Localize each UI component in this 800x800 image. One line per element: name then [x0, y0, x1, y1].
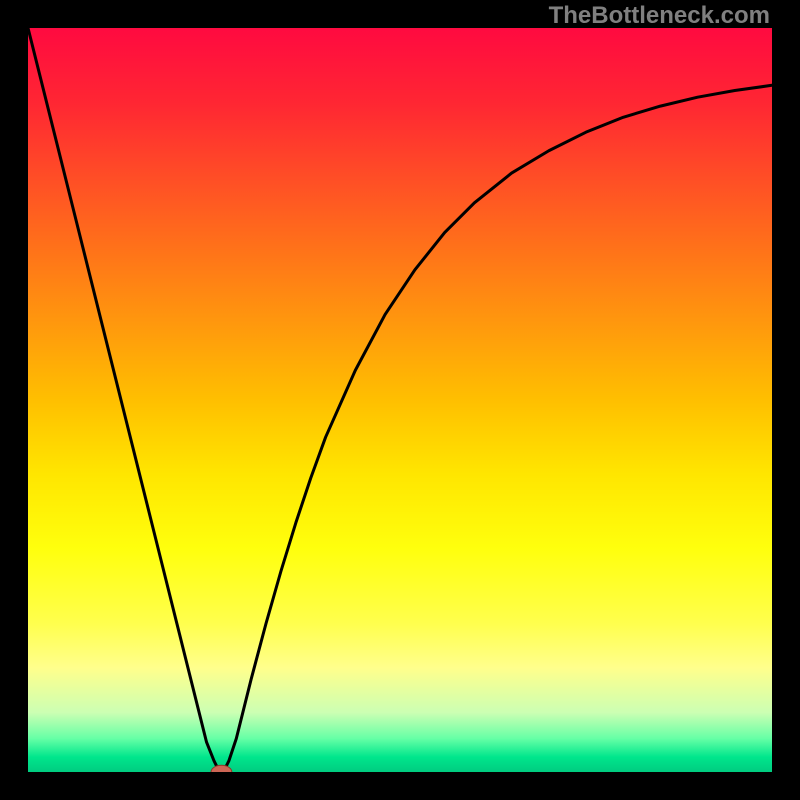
plot-area	[28, 28, 772, 772]
watermark-text: TheBottleneck.com	[549, 2, 770, 30]
chart-svg	[28, 28, 772, 772]
chart-container: TheBottleneck.com	[0, 0, 800, 800]
gradient-background	[28, 28, 772, 772]
